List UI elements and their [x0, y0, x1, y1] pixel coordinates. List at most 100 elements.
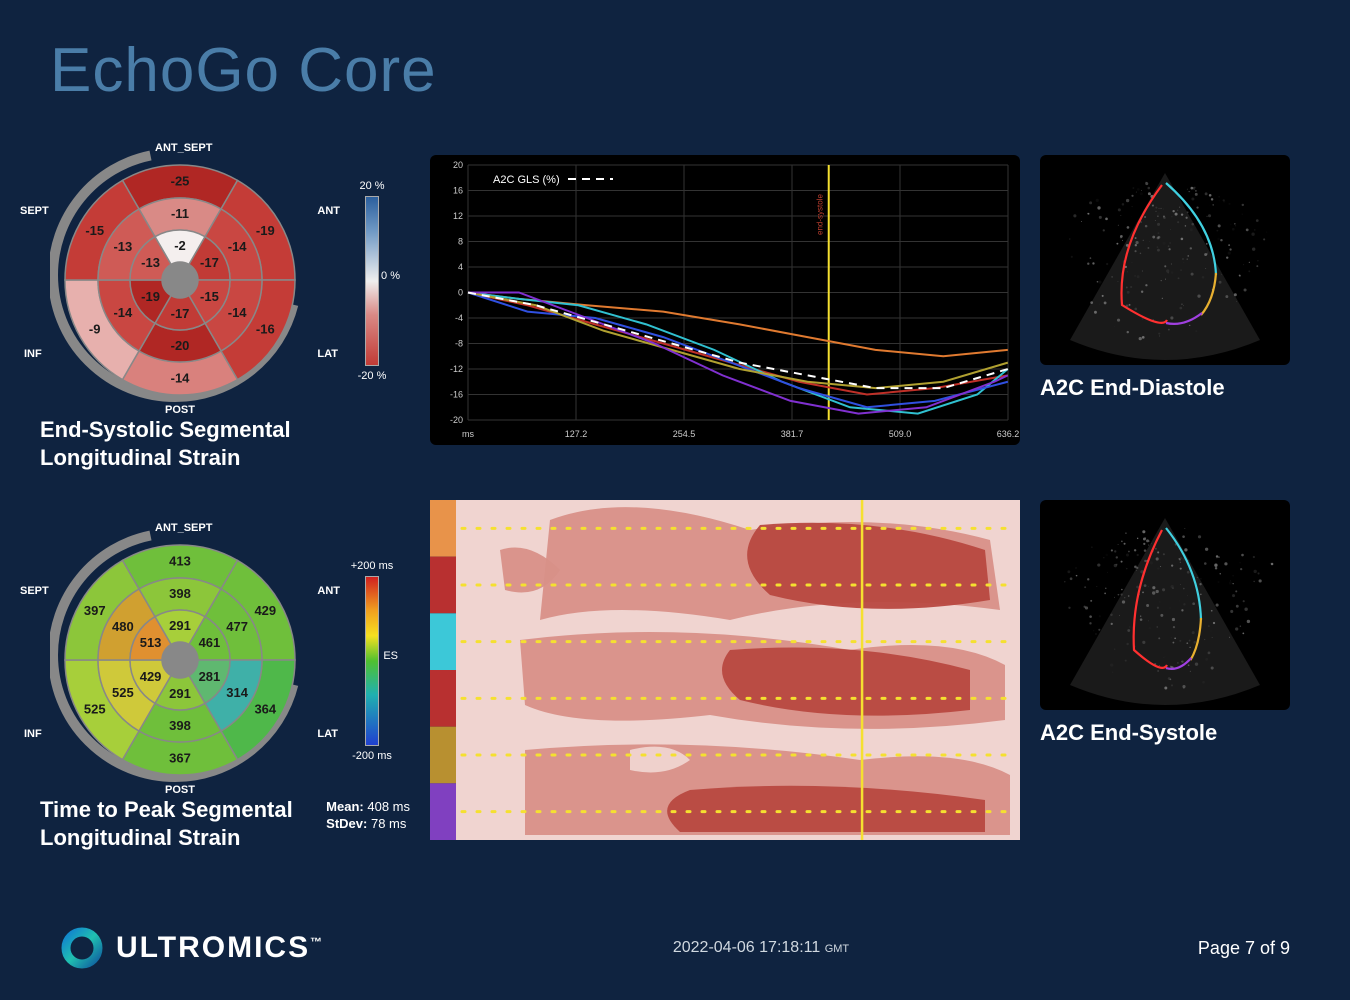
svg-text:A2C GLS (%): A2C GLS (%): [493, 174, 560, 186]
svg-text:397: 397: [84, 603, 106, 618]
svg-text:12: 12: [453, 211, 463, 221]
echo-diastole-image: [1040, 155, 1290, 365]
region-inf: INF: [24, 728, 42, 740]
svg-text:-15: -15: [85, 223, 104, 238]
svg-text:413: 413: [169, 554, 191, 569]
mean-label: Mean:: [326, 799, 364, 814]
region-ant: ANT: [317, 205, 340, 217]
svg-text:-16: -16: [450, 390, 463, 400]
region-post: POST: [165, 404, 195, 416]
svg-text:254.5: 254.5: [673, 429, 696, 439]
svg-text:-8: -8: [455, 339, 463, 349]
svg-text:-14: -14: [228, 239, 248, 254]
svg-text:525: 525: [84, 701, 106, 716]
timestamp: 2022-04-06 17:18:11 GMT: [673, 939, 849, 957]
svg-text:364: 364: [254, 701, 276, 716]
svg-text:-2: -2: [174, 238, 186, 253]
timezone: GMT: [825, 943, 849, 955]
gls-line-chart: 201612840-4-8-12-16-20ms127.2254.5381.75…: [430, 155, 1020, 445]
strain-scale: 20 % 0 % -20 %: [344, 180, 400, 380]
logo-icon: [60, 926, 104, 970]
svg-text:-14: -14: [228, 305, 248, 320]
scale-mid: ES: [383, 650, 398, 662]
svg-text:-4: -4: [455, 313, 463, 323]
time-stats: Mean: 408 ms StDev: 78 ms: [326, 799, 410, 833]
heatmap-svg: [430, 500, 1020, 840]
svg-text:367: 367: [169, 751, 191, 766]
svg-text:477: 477: [226, 619, 248, 634]
scale-top: 20 %: [344, 180, 400, 192]
echo-systole: A2C End-Systole: [1040, 500, 1290, 746]
stdev-label: StDev:: [326, 816, 367, 831]
svg-text:281: 281: [199, 669, 221, 684]
echo-systole-svg: [1040, 500, 1290, 710]
svg-text:20: 20: [453, 160, 463, 170]
bullseye-strain-svg: -25-19-16-14-9-15-11-14-14-20-14-13-2-17…: [50, 150, 310, 410]
svg-text:-9: -9: [89, 321, 101, 336]
brand-tm: ™: [310, 935, 324, 949]
scale-gradient: [365, 576, 379, 746]
svg-text:127.2: 127.2: [565, 429, 588, 439]
scale-bottom: -200 ms: [344, 750, 400, 762]
echo-diastole: A2C End-Diastole: [1040, 155, 1290, 401]
page-title: EchoGo Core: [50, 35, 437, 106]
scale-top: +200 ms: [344, 560, 400, 572]
region-inf: INF: [24, 348, 42, 360]
svg-text:381.7: 381.7: [781, 429, 804, 439]
echo-systole-label: A2C End-Systole: [1040, 720, 1290, 746]
svg-text:509.0: 509.0: [889, 429, 912, 439]
svg-text:291: 291: [169, 618, 191, 633]
svg-text:429: 429: [254, 603, 276, 618]
svg-text:636.2: 636.2: [997, 429, 1020, 439]
svg-text:end-systole: end-systole: [816, 194, 825, 235]
line-chart-svg: 201612840-4-8-12-16-20ms127.2254.5381.75…: [430, 155, 1020, 445]
svg-text:-19: -19: [256, 223, 275, 238]
region-lat: LAT: [317, 348, 338, 360]
svg-text:291: 291: [169, 686, 191, 701]
strain-heatmap: [430, 500, 1020, 840]
brand-logo: ULTROMICS™: [60, 926, 324, 970]
svg-text:461: 461: [199, 635, 221, 650]
region-sept: SEPT: [20, 205, 49, 217]
svg-text:-13: -13: [141, 255, 160, 270]
svg-text:-16: -16: [256, 321, 275, 336]
svg-text:398: 398: [169, 718, 191, 733]
region-post: POST: [165, 784, 195, 796]
svg-text:-17: -17: [171, 306, 190, 321]
svg-text:-20: -20: [171, 338, 190, 353]
echo-systole-image: [1040, 500, 1290, 710]
scale-gradient: [365, 196, 379, 366]
svg-text:ms: ms: [462, 429, 474, 439]
svg-text:-15: -15: [200, 289, 219, 304]
region-ant-sept: ANT_SEPT: [155, 522, 212, 534]
brand-name: ULTROMICS™: [116, 931, 324, 965]
svg-text:525: 525: [112, 685, 134, 700]
svg-text:0: 0: [458, 288, 463, 298]
page-indicator: Page 7 of 9: [1198, 938, 1290, 959]
bullseye-time: 413 429 364 367 525 397 398 477 314 398 525 480 291 4…: [40, 530, 400, 851]
svg-text:398: 398: [169, 586, 191, 601]
svg-text:-25: -25: [171, 174, 190, 189]
bullseye-strain-title: End-Systolic Segmental Longitudinal Stra…: [40, 416, 400, 471]
bullseye-strain: -25-19-16-14-9-15-11-14-14-20-14-13-2-17…: [40, 150, 400, 471]
echo-diastole-svg: [1040, 155, 1290, 365]
region-ant: ANT: [317, 585, 340, 597]
footer: ULTROMICS™ 2022-04-06 17:18:11 GMT Page …: [0, 926, 1350, 970]
svg-text:429: 429: [140, 669, 162, 684]
time-scale: +200 ms ES -200 ms: [344, 560, 400, 760]
svg-text:314: 314: [226, 685, 248, 700]
timestamp-value: 2022-04-06 17:18:11: [673, 939, 820, 956]
scale-mid: 0 %: [381, 270, 400, 282]
svg-text:-20: -20: [450, 415, 463, 425]
svg-text:4: 4: [458, 262, 463, 272]
svg-text:480: 480: [112, 619, 134, 634]
bullseye-time-svg: 413 429 364 367 525 397 398 477 314 398 525 480 291 4…: [50, 530, 310, 790]
svg-text:-12: -12: [450, 364, 463, 374]
svg-text:-13: -13: [113, 239, 132, 254]
svg-text:-14: -14: [171, 371, 191, 386]
svg-text:-11: -11: [171, 206, 189, 221]
scale-bottom: -20 %: [344, 370, 400, 382]
mean-value: 408 ms: [367, 799, 410, 814]
region-ant-sept: ANT_SEPT: [155, 142, 212, 154]
svg-text:8: 8: [458, 237, 463, 247]
